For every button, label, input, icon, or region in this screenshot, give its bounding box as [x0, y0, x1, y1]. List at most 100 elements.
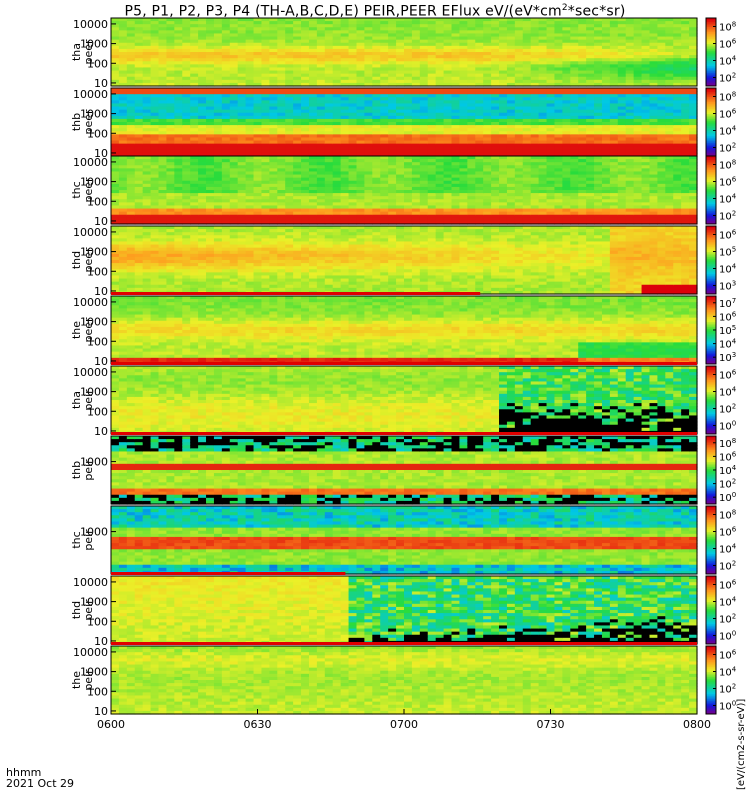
heat-cell [348, 146, 358, 151]
heat-cell [522, 220, 532, 225]
heat-cell [435, 171, 445, 176]
heat-cell [356, 94, 366, 98]
heat-cell [340, 165, 350, 169]
heat-cell [111, 143, 120, 148]
heat-cell [182, 202, 191, 207]
heat-cell [514, 48, 524, 53]
heat-cell [522, 199, 532, 203]
heat-cell [285, 134, 294, 139]
heat-cell [404, 30, 413, 35]
heat-cell [372, 27, 381, 31]
heat-cell [348, 94, 358, 98]
heat-cell [182, 109, 191, 114]
heat-cell [126, 109, 136, 114]
heat-cell [380, 61, 389, 65]
heat-cell [625, 39, 635, 44]
heat-cell [586, 42, 595, 47]
heat-cell [213, 88, 223, 92]
heat-cell [396, 91, 405, 95]
heat-cell [578, 162, 587, 166]
heat-cell [277, 122, 286, 126]
heat-cell [380, 76, 389, 81]
heat-cell [530, 112, 540, 117]
heat-cell [182, 165, 191, 169]
heat-cell [308, 128, 318, 132]
heat-cell [506, 39, 516, 44]
panel-frame [110, 17, 698, 87]
heat-cell [182, 186, 191, 191]
heat-cell [578, 152, 587, 157]
heat-cell [538, 61, 548, 65]
heat-cell [396, 122, 405, 126]
heat-cell [601, 52, 611, 56]
heat-cell [142, 180, 152, 185]
heat-cell [245, 21, 255, 25]
heat-cell [198, 30, 207, 35]
heat-cell [609, 88, 619, 92]
heat-cell [617, 33, 627, 38]
heat-cell [198, 214, 207, 219]
heat-cell [404, 118, 413, 123]
heat-cell [665, 91, 674, 95]
heat-cell [641, 61, 651, 65]
heat-cell [356, 45, 366, 50]
heat-cell [316, 214, 326, 219]
heat-cell [356, 61, 366, 65]
heat-cell [111, 39, 120, 44]
heat-cell [546, 55, 556, 59]
heat-cell [633, 122, 643, 126]
heat-cell [546, 64, 556, 69]
heat-cell [206, 211, 215, 216]
heat-cell [348, 58, 358, 62]
heat-cell [340, 162, 350, 166]
heat-cell [467, 118, 476, 123]
heat-cell [134, 73, 144, 78]
heat-cell [673, 61, 682, 65]
heat-cell [308, 168, 318, 173]
heat-cell [372, 205, 381, 210]
heat-cell [467, 171, 476, 176]
heat-cell [467, 18, 476, 22]
heat-cell [158, 217, 168, 222]
colorbar-segment [706, 50, 716, 53]
heat-cell [111, 152, 120, 157]
heat-cell [689, 100, 698, 105]
heat-cell [538, 131, 548, 135]
heat-cell [538, 174, 548, 179]
heat-cell [689, 190, 698, 194]
heat-cell [134, 30, 144, 35]
heat-cell [142, 21, 152, 25]
heat-cell [522, 214, 532, 219]
colorbar-segment [706, 123, 716, 126]
heat-cell [443, 165, 453, 169]
heat-cell [364, 156, 373, 160]
heat-cell [427, 112, 437, 117]
heat-cell [111, 165, 120, 169]
heat-cell [601, 109, 611, 114]
heat-cell [665, 143, 674, 148]
heat-cell [427, 73, 437, 78]
heat-cell [459, 152, 468, 157]
heat-cell [586, 64, 595, 69]
heat-cell [665, 186, 674, 191]
heat-cell [641, 70, 651, 75]
heat-cell [538, 88, 548, 92]
heat-cell [190, 199, 199, 203]
heat-cell [213, 171, 223, 176]
heat-cell [617, 88, 627, 92]
colorbar-segment [706, 75, 716, 78]
heat-cell [514, 183, 524, 188]
heat-cell [372, 208, 381, 213]
heat-cell [657, 100, 666, 105]
heat-cell [182, 52, 191, 56]
heat-cell [562, 174, 571, 179]
heat-cell [570, 125, 579, 129]
heat-cell [324, 202, 334, 207]
heat-cell [689, 48, 698, 53]
heat-cell [142, 55, 152, 59]
heat-cell [166, 112, 175, 117]
heat-cell [372, 118, 381, 123]
heat-cell [253, 100, 263, 105]
heat-cell [253, 180, 263, 185]
heat-cell [356, 97, 366, 101]
